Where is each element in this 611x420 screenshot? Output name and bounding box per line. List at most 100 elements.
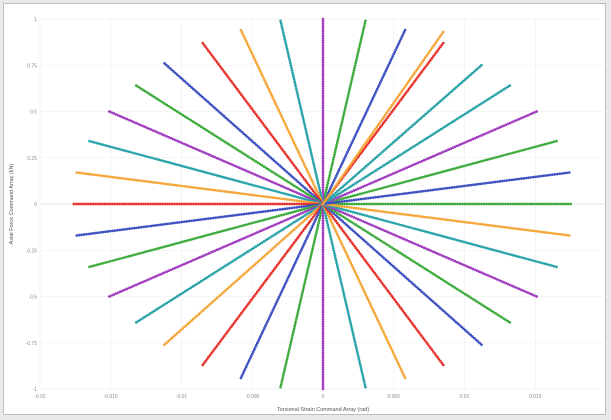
data-point bbox=[116, 113, 120, 117]
data-point bbox=[504, 153, 507, 157]
data-point bbox=[520, 149, 524, 152]
data-point bbox=[321, 310, 325, 314]
data-point bbox=[328, 217, 332, 221]
data-point bbox=[220, 292, 224, 295]
data-point bbox=[388, 211, 392, 214]
data-point bbox=[293, 82, 297, 86]
data-point bbox=[337, 212, 341, 216]
data-point bbox=[285, 278, 289, 282]
data-point bbox=[331, 158, 335, 161]
data-point bbox=[484, 99, 487, 103]
data-point bbox=[120, 177, 124, 180]
data-point bbox=[376, 226, 380, 230]
data-point bbox=[379, 209, 382, 213]
data-point bbox=[280, 289, 284, 293]
data-point bbox=[271, 209, 275, 212]
data-point bbox=[360, 285, 364, 288]
data-point bbox=[534, 145, 538, 149]
data-point bbox=[229, 177, 232, 181]
data-point bbox=[437, 202, 440, 206]
data-point bbox=[347, 199, 351, 202]
data-point bbox=[323, 200, 326, 204]
data-point bbox=[337, 270, 341, 274]
data-point bbox=[421, 139, 424, 143]
data-point bbox=[180, 263, 184, 267]
data-point bbox=[359, 40, 362, 44]
data-point bbox=[347, 92, 350, 95]
data-point bbox=[374, 188, 378, 192]
data-point bbox=[144, 180, 148, 183]
data-point bbox=[370, 171, 374, 175]
data-point bbox=[238, 91, 242, 95]
data-point bbox=[362, 207, 365, 211]
data-point bbox=[137, 202, 140, 206]
data-point bbox=[228, 327, 232, 330]
data-point bbox=[301, 159, 304, 162]
data-point bbox=[293, 210, 297, 213]
data-point bbox=[352, 267, 356, 271]
data-point bbox=[185, 202, 188, 206]
data-point bbox=[410, 83, 414, 87]
data-point bbox=[132, 202, 136, 206]
data-point bbox=[282, 285, 286, 288]
data-point bbox=[171, 221, 174, 225]
data-point bbox=[334, 184, 337, 188]
data-point bbox=[472, 70, 476, 73]
data-point bbox=[397, 363, 401, 367]
data-point bbox=[155, 247, 158, 251]
data-point bbox=[483, 246, 487, 249]
data-point bbox=[139, 179, 143, 183]
data-point bbox=[199, 235, 202, 239]
data-point bbox=[151, 94, 154, 98]
data-point bbox=[171, 243, 175, 246]
data-point bbox=[285, 234, 289, 238]
data-point bbox=[164, 244, 168, 248]
data-point bbox=[360, 202, 363, 206]
data-point bbox=[372, 216, 376, 220]
data-point bbox=[422, 246, 426, 250]
data-point bbox=[504, 123, 508, 127]
data-point bbox=[492, 248, 496, 252]
data-point bbox=[302, 284, 306, 288]
data-point bbox=[377, 320, 380, 323]
data-point bbox=[543, 231, 547, 234]
data-point bbox=[205, 47, 209, 51]
data-point bbox=[370, 160, 373, 163]
data-point bbox=[469, 183, 473, 187]
data-point bbox=[374, 202, 378, 206]
data-point bbox=[437, 233, 440, 237]
data-point bbox=[538, 202, 541, 206]
data-point bbox=[403, 311, 406, 315]
data-point bbox=[444, 235, 447, 239]
data-point bbox=[425, 137, 428, 140]
data-point bbox=[116, 228, 119, 232]
data-point bbox=[281, 228, 284, 232]
data-point bbox=[379, 324, 382, 328]
data-point bbox=[226, 263, 229, 266]
data-point bbox=[477, 202, 481, 206]
data-point bbox=[108, 145, 112, 149]
data-point bbox=[478, 341, 482, 345]
series-28 bbox=[321, 202, 407, 380]
data-point bbox=[361, 167, 364, 171]
data-point bbox=[486, 98, 489, 102]
data-point bbox=[327, 215, 331, 219]
data-point bbox=[321, 132, 325, 136]
data-point bbox=[321, 272, 325, 276]
data-point bbox=[252, 57, 256, 60]
data-point bbox=[309, 150, 313, 154]
data-point bbox=[536, 260, 540, 264]
data-point bbox=[284, 42, 288, 46]
data-point bbox=[152, 129, 155, 132]
data-point bbox=[364, 141, 368, 145]
data-point bbox=[186, 82, 190, 86]
data-point bbox=[343, 183, 346, 187]
data-point bbox=[199, 202, 203, 206]
data-point bbox=[242, 132, 246, 136]
data-point bbox=[325, 219, 329, 222]
data-point bbox=[278, 260, 282, 263]
data-point bbox=[372, 188, 376, 192]
data-point bbox=[381, 122, 385, 125]
data-point bbox=[264, 151, 267, 155]
data-point bbox=[218, 247, 221, 251]
